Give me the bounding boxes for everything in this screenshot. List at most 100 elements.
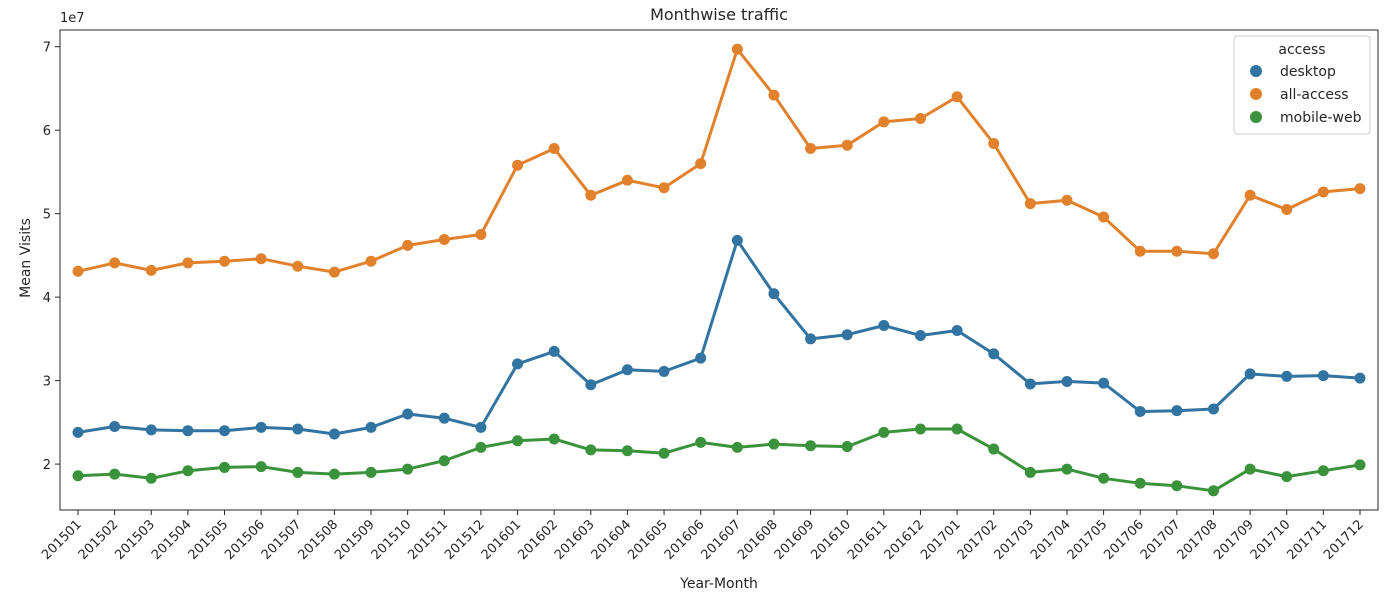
data-point-desktop[interactable] xyxy=(328,428,340,440)
data-point-desktop[interactable] xyxy=(292,423,304,435)
data-point-mobile-web[interactable] xyxy=(1024,466,1036,478)
data-point-all-access[interactable] xyxy=(1354,183,1366,195)
data-point-desktop[interactable] xyxy=(1207,403,1219,415)
data-point-all-access[interactable] xyxy=(109,257,121,269)
data-point-all-access[interactable] xyxy=(988,138,1000,150)
data-point-desktop[interactable] xyxy=(1354,372,1366,384)
data-point-mobile-web[interactable] xyxy=(878,426,890,438)
data-point-desktop[interactable] xyxy=(548,345,560,357)
data-point-mobile-web[interactable] xyxy=(219,461,231,473)
data-point-mobile-web[interactable] xyxy=(951,423,963,435)
data-point-all-access[interactable] xyxy=(731,43,743,55)
data-point-desktop[interactable] xyxy=(805,333,817,345)
data-point-all-access[interactable] xyxy=(548,143,560,155)
data-point-all-access[interactable] xyxy=(182,257,194,269)
data-point-all-access[interactable] xyxy=(658,182,670,194)
data-point-all-access[interactable] xyxy=(621,174,633,186)
legend-item-all-access[interactable]: all-access xyxy=(1250,87,1349,103)
data-point-desktop[interactable] xyxy=(1134,405,1146,417)
data-point-desktop[interactable] xyxy=(72,426,84,438)
data-point-desktop[interactable] xyxy=(1317,370,1329,382)
data-point-all-access[interactable] xyxy=(292,260,304,272)
data-point-mobile-web[interactable] xyxy=(182,465,194,477)
data-point-desktop[interactable] xyxy=(512,358,524,370)
data-point-mobile-web[interactable] xyxy=(145,472,157,484)
data-point-all-access[interactable] xyxy=(914,112,926,124)
data-point-all-access[interactable] xyxy=(768,89,780,101)
legend-item-mobile-web[interactable]: mobile-web xyxy=(1250,110,1362,126)
data-point-desktop[interactable] xyxy=(768,288,780,300)
data-point-all-access[interactable] xyxy=(145,264,157,276)
data-point-mobile-web[interactable] xyxy=(1317,465,1329,477)
data-point-all-access[interactable] xyxy=(951,91,963,103)
legend[interactable]: access desktop all-access mobile-web xyxy=(1233,35,1371,135)
data-point-mobile-web[interactable] xyxy=(72,470,84,482)
data-point-desktop[interactable] xyxy=(365,421,377,433)
data-point-all-access[interactable] xyxy=(438,234,450,246)
data-point-all-access[interactable] xyxy=(1061,194,1073,206)
data-point-desktop[interactable] xyxy=(1024,378,1036,390)
data-point-mobile-web[interactable] xyxy=(438,455,450,467)
data-point-mobile-web[interactable] xyxy=(1171,480,1183,492)
data-point-mobile-web[interactable] xyxy=(512,435,524,447)
data-point-desktop[interactable] xyxy=(402,408,414,420)
data-point-all-access[interactable] xyxy=(255,253,267,265)
data-point-desktop[interactable] xyxy=(182,425,194,437)
data-point-desktop[interactable] xyxy=(1098,377,1110,389)
data-point-mobile-web[interactable] xyxy=(805,440,817,452)
data-point-all-access[interactable] xyxy=(1207,248,1219,260)
data-point-desktop[interactable] xyxy=(438,412,450,424)
data-point-mobile-web[interactable] xyxy=(402,463,414,475)
data-point-desktop[interactable] xyxy=(914,330,926,342)
data-point-all-access[interactable] xyxy=(219,255,231,267)
data-point-all-access[interactable] xyxy=(841,139,853,151)
data-point-mobile-web[interactable] xyxy=(1061,463,1073,475)
data-point-desktop[interactable] xyxy=(475,421,487,433)
data-point-mobile-web[interactable] xyxy=(328,468,340,480)
data-point-all-access[interactable] xyxy=(1098,211,1110,223)
data-point-desktop[interactable] xyxy=(731,234,743,246)
data-point-all-access[interactable] xyxy=(1024,198,1036,210)
data-point-desktop[interactable] xyxy=(1171,405,1183,417)
legend-item-desktop[interactable]: desktop xyxy=(1250,64,1336,80)
data-point-mobile-web[interactable] xyxy=(365,466,377,478)
data-point-all-access[interactable] xyxy=(585,189,597,201)
data-point-mobile-web[interactable] xyxy=(841,441,853,453)
data-point-desktop[interactable] xyxy=(145,424,157,436)
data-point-mobile-web[interactable] xyxy=(548,433,560,445)
data-point-mobile-web[interactable] xyxy=(1207,485,1219,497)
data-point-desktop[interactable] xyxy=(1244,368,1256,380)
data-point-mobile-web[interactable] xyxy=(1281,471,1293,483)
data-point-desktop[interactable] xyxy=(695,352,707,364)
data-point-all-access[interactable] xyxy=(1134,245,1146,257)
data-point-all-access[interactable] xyxy=(805,143,817,155)
data-point-mobile-web[interactable] xyxy=(768,438,780,450)
data-point-desktop[interactable] xyxy=(219,425,231,437)
data-point-desktop[interactable] xyxy=(621,364,633,376)
data-point-all-access[interactable] xyxy=(328,266,340,278)
data-point-all-access[interactable] xyxy=(878,116,890,128)
data-point-all-access[interactable] xyxy=(1171,245,1183,257)
data-point-desktop[interactable] xyxy=(1061,375,1073,387)
data-point-desktop[interactable] xyxy=(658,365,670,377)
data-point-desktop[interactable] xyxy=(878,320,890,332)
data-point-desktop[interactable] xyxy=(255,421,267,433)
data-point-all-access[interactable] xyxy=(365,255,377,267)
data-point-all-access[interactable] xyxy=(402,239,414,251)
data-point-desktop[interactable] xyxy=(988,348,1000,360)
data-point-all-access[interactable] xyxy=(1317,186,1329,198)
data-point-mobile-web[interactable] xyxy=(1098,472,1110,484)
data-point-desktop[interactable] xyxy=(841,329,853,341)
data-point-mobile-web[interactable] xyxy=(695,436,707,448)
data-point-mobile-web[interactable] xyxy=(1244,463,1256,475)
data-point-mobile-web[interactable] xyxy=(621,445,633,457)
data-point-all-access[interactable] xyxy=(72,265,84,277)
data-point-mobile-web[interactable] xyxy=(914,423,926,435)
data-point-all-access[interactable] xyxy=(512,159,524,171)
data-point-mobile-web[interactable] xyxy=(988,443,1000,455)
data-point-all-access[interactable] xyxy=(1281,203,1293,215)
data-point-all-access[interactable] xyxy=(475,229,487,241)
data-point-desktop[interactable] xyxy=(951,325,963,337)
data-point-mobile-web[interactable] xyxy=(731,441,743,453)
data-point-all-access[interactable] xyxy=(1244,189,1256,201)
